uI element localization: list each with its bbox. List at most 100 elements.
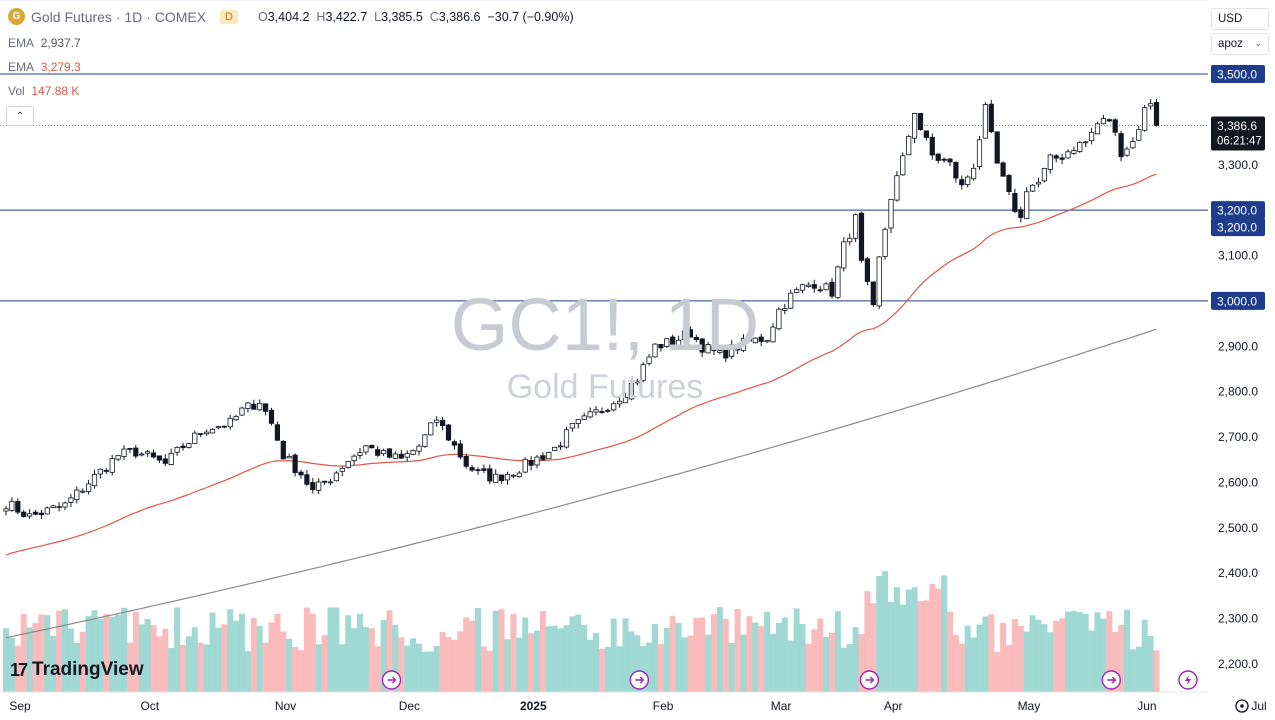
- event-arrow-icon[interactable]: [381, 670, 402, 690]
- event-arrow-icon[interactable]: [1101, 670, 1122, 690]
- candle-body: [941, 158, 947, 161]
- volume-bar: [126, 642, 133, 692]
- candle: [274, 421, 281, 441]
- gold-coin-icon[interactable]: G: [8, 8, 25, 25]
- collapse-legend-button[interactable]: ⌃: [6, 106, 34, 126]
- volume-bar: [191, 627, 198, 692]
- candle: [640, 362, 646, 383]
- candle-body: [398, 453, 404, 459]
- currency-select[interactable]: USD: [1211, 8, 1269, 30]
- indicator-ema-slow[interactable]: EMA 2,937.7: [8, 36, 81, 50]
- lightning-event-icon[interactable]: [1178, 670, 1198, 690]
- candle-body: [699, 338, 705, 353]
- volume-bar: [303, 607, 310, 692]
- volume-bar: [451, 640, 458, 692]
- tradingview-logo[interactable]: 17 TradingView: [10, 659, 144, 681]
- candle-body: [127, 447, 133, 450]
- volume-bar: [3, 628, 9, 692]
- interval-badge[interactable]: D: [220, 9, 238, 24]
- volume-bar: [174, 607, 181, 692]
- candle: [534, 454, 540, 469]
- volume-bar: [740, 634, 747, 692]
- last-price-label: 3,386.6: [1217, 119, 1257, 133]
- candle-body: [982, 104, 989, 139]
- volume-bar: [1124, 609, 1130, 692]
- candle: [1124, 146, 1130, 157]
- scale-select[interactable]: apoz ⌄: [1211, 33, 1269, 55]
- candle: [516, 470, 522, 478]
- volume-bar: [221, 624, 228, 692]
- candle-body: [516, 472, 522, 478]
- candle: [404, 450, 410, 462]
- candle-body: [1106, 119, 1112, 122]
- candle-body: [1118, 133, 1124, 158]
- candle-body: [622, 397, 629, 404]
- time-axis[interactable]: Sep Oct Nov Dec 2025 Feb Mar Apr May Jun Jul: [9, 699, 1266, 713]
- volume-bar: [292, 646, 299, 692]
- time-tick-label: Jun: [1137, 699, 1156, 713]
- candle: [1041, 167, 1047, 183]
- volume-bar: [185, 636, 192, 692]
- candle-body: [103, 470, 109, 472]
- candle-body: [693, 337, 699, 341]
- candle-body: [80, 490, 86, 493]
- candle: [864, 256, 871, 286]
- candle-body: [587, 411, 593, 418]
- time-tick-label: Mar: [771, 699, 792, 713]
- volume-bar: [79, 631, 86, 692]
- volume-bar: [416, 643, 422, 692]
- candle: [487, 464, 493, 485]
- candle-body: [493, 473, 499, 484]
- symbol-title[interactable]: Gold Futures · 1D · COMEX: [31, 8, 207, 25]
- candle-body: [1077, 142, 1083, 152]
- candle-body: [917, 112, 924, 130]
- candle: [56, 502, 62, 512]
- candle: [410, 449, 416, 456]
- candle-body: [144, 451, 151, 454]
- candle: [469, 465, 475, 473]
- time-tick-label: Feb: [653, 699, 674, 713]
- candle-body: [68, 497, 74, 503]
- volume-bar: [1141, 619, 1148, 692]
- candle: [894, 171, 900, 202]
- volume-bar: [510, 614, 517, 692]
- goto-realtime-icon[interactable]: [1235, 699, 1249, 713]
- candle: [174, 446, 180, 456]
- candle: [1142, 104, 1148, 132]
- candle: [788, 289, 794, 310]
- volume-bar: [239, 613, 245, 692]
- candle-body: [705, 344, 711, 354]
- volume-bar: [575, 614, 582, 692]
- candle: [1035, 177, 1042, 188]
- price-axis[interactable]: 3,300.0 3,100.0 2,900.0 2,800.0 2,700.0 2,600…: [1218, 158, 1258, 671]
- candle-body: [121, 448, 127, 457]
- candle-body: [888, 199, 894, 229]
- volume-bar: [770, 634, 776, 692]
- volume-bar: [1100, 618, 1107, 692]
- candle-body: [1153, 101, 1160, 126]
- candle-body: [150, 452, 157, 458]
- indicator-ema-fast[interactable]: EMA 3,279.3: [8, 60, 81, 74]
- volume-bar: [882, 571, 889, 692]
- candle: [646, 353, 652, 366]
- candle-body: [321, 480, 328, 483]
- volume-bar: [811, 629, 818, 692]
- candle: [1100, 114, 1106, 125]
- event-arrow-icon[interactable]: [859, 670, 880, 690]
- indicator-volume[interactable]: Vol 147.88 K: [8, 84, 80, 98]
- arrow-glyph: [1107, 676, 1117, 684]
- volume-bar: [20, 613, 27, 692]
- price-tick-label: 3,100.0: [1218, 249, 1258, 263]
- candle-body: [15, 501, 21, 513]
- candle: [681, 330, 688, 341]
- candle: [835, 265, 841, 300]
- candle-body: [994, 131, 1000, 164]
- watermark-symbol: GC1!, 1D: [451, 283, 759, 366]
- candle-body: [758, 336, 764, 342]
- event-arrow-icon[interactable]: [629, 670, 649, 690]
- candle-body: [664, 338, 670, 348]
- level-label-3200: 3,200.0: [1217, 204, 1257, 218]
- event-markers[interactable]: [381, 670, 1198, 690]
- volume-bar: [764, 611, 771, 692]
